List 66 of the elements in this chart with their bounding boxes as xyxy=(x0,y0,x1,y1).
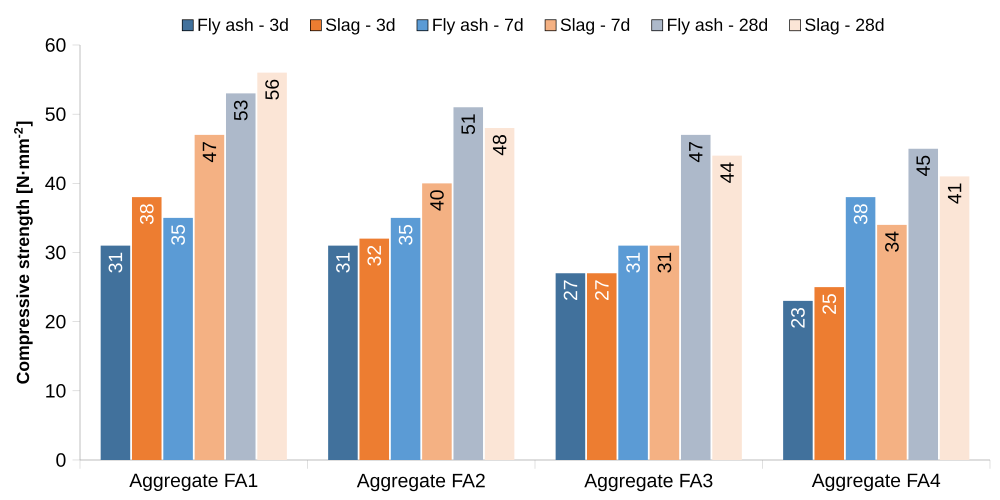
legend-label: Slag - 7d xyxy=(560,18,630,34)
y-tick-label: 20 xyxy=(46,314,66,328)
bar xyxy=(877,224,907,460)
data-label: 48 xyxy=(492,135,506,156)
legend-label: Slag - 28d xyxy=(805,18,884,34)
y-tick-label: 40 xyxy=(45,176,66,190)
data-label: 51 xyxy=(462,114,475,134)
legend-label: Fly ash - 7d xyxy=(433,18,523,34)
data-label: 44 xyxy=(720,162,734,183)
y-tick-label: 50 xyxy=(46,107,66,122)
data-label: 31 xyxy=(658,252,672,273)
legend-label: Slag - 3d xyxy=(326,18,394,34)
data-label: 27 xyxy=(595,280,608,300)
data-label: 40 xyxy=(430,190,444,211)
x-tick-label: Aggregate FA1 xyxy=(129,474,258,491)
data-label: 38 xyxy=(140,204,154,224)
bar xyxy=(712,156,742,460)
bar xyxy=(556,273,586,460)
data-label: 32 xyxy=(367,246,382,266)
y-tick-label: 10 xyxy=(46,384,66,398)
bar xyxy=(814,287,844,460)
legend-label: Fly ash - 28d xyxy=(668,18,768,34)
data-label: 27 xyxy=(564,280,578,300)
bar xyxy=(680,134,711,460)
data-label: 23 xyxy=(791,308,805,328)
data-label: 38 xyxy=(854,204,868,224)
data-label: 25 xyxy=(822,294,836,314)
data-label: 35 xyxy=(171,224,185,245)
data-label: 34 xyxy=(885,232,899,252)
bar xyxy=(163,218,193,460)
bar xyxy=(257,72,287,460)
bar xyxy=(328,246,358,460)
bar xyxy=(453,107,484,460)
data-label: 31 xyxy=(108,252,122,273)
y-tick-label: 0 xyxy=(56,453,66,467)
bar xyxy=(783,300,813,460)
legend-label: Fly ash - 3d xyxy=(198,18,288,34)
bar xyxy=(484,128,514,460)
data-label: 47 xyxy=(689,142,702,162)
bar xyxy=(226,93,256,460)
bar xyxy=(422,183,452,460)
data-label: 53 xyxy=(234,100,248,120)
x-tick-label: Aggregate FA3 xyxy=(584,474,712,492)
bar xyxy=(618,246,648,460)
bar xyxy=(908,148,938,460)
bar xyxy=(194,134,224,460)
bar xyxy=(940,176,970,460)
bar xyxy=(100,246,130,460)
data-label: 45 xyxy=(916,156,930,176)
y-tick-label: 30 xyxy=(46,246,66,260)
data-label: 31 xyxy=(626,252,640,273)
data-label: 47 xyxy=(202,142,216,162)
bar xyxy=(586,273,617,460)
bar xyxy=(359,238,390,460)
data-label: 41 xyxy=(948,184,962,204)
bar xyxy=(846,197,876,460)
data-label: 31 xyxy=(336,252,350,273)
y-axis-title: Compressive strength [N·mm$^{-2}$] xyxy=(14,122,33,384)
bar xyxy=(650,246,680,460)
y-tick-label: 60 xyxy=(46,38,66,52)
data-label: 35 xyxy=(398,224,412,245)
bar xyxy=(390,218,420,460)
data-label: 56 xyxy=(265,80,279,100)
x-tick-label: Aggregate FA4 xyxy=(812,474,940,491)
bar xyxy=(132,197,162,460)
x-tick-label: Aggregate FA2 xyxy=(356,474,485,492)
